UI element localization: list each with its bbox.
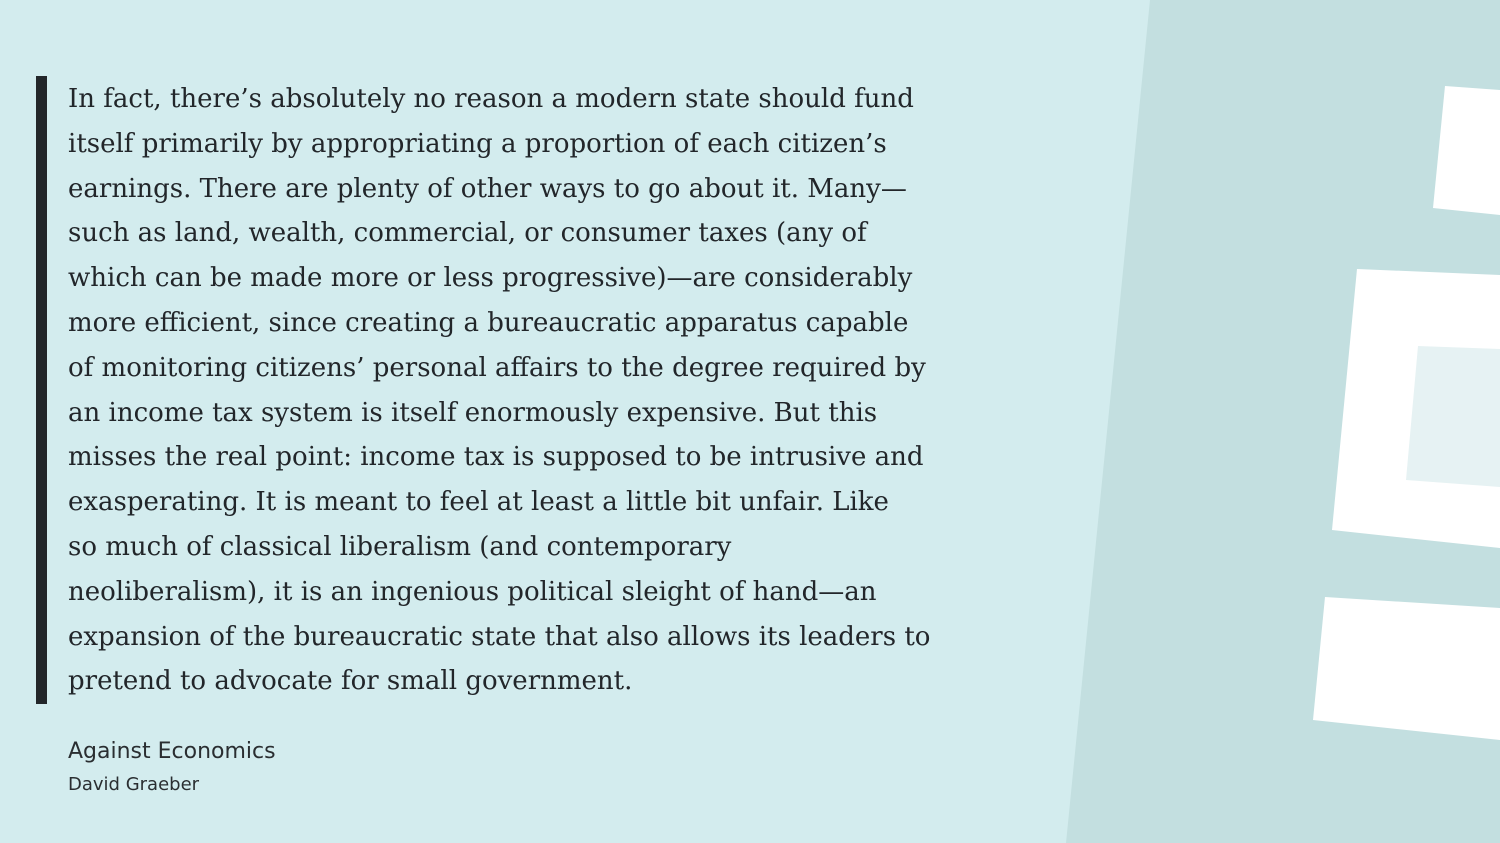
quote-line: In fact, there’s absolutely no reason a …	[68, 84, 914, 114]
quote-line: which can be made more or less progressi…	[68, 263, 913, 294]
quote-line: so much of classical liberalism (and con…	[68, 531, 732, 562]
quote-line: misses the real point: income tax is sup…	[68, 442, 924, 473]
quote-line: earnings. There are plenty of other ways…	[68, 173, 907, 204]
quote-line: neoliberalism), it is an ingenious polit…	[68, 576, 877, 607]
quote-line: of monitoring citizens’ personal affairs…	[68, 352, 926, 383]
book-author: David Graeber	[68, 774, 200, 795]
decor-block-top	[1433, 86, 1500, 215]
quote-line: expansion of the bureaucratic state that…	[68, 621, 931, 652]
decor-block-bottom	[1313, 597, 1500, 740]
quote-line: exasperating. It is meant to feel at lea…	[68, 487, 889, 518]
quote-line: more efficient, since creating a bureauc…	[68, 307, 909, 338]
book-title: Against Economics	[68, 739, 276, 764]
quote-text: In fact, there’s absolutely no reason a …	[68, 77, 998, 704]
quote-line: pretend to advocate for small government…	[68, 666, 633, 697]
decor-block-inner	[1406, 346, 1500, 487]
quote-line: such as land, wealth, commercial, or con…	[68, 218, 867, 249]
quote-line: itself primarily by appropriating a prop…	[68, 128, 887, 159]
quote-bar	[36, 76, 47, 704]
quote-line: an income tax system is itself enormousl…	[68, 397, 878, 428]
